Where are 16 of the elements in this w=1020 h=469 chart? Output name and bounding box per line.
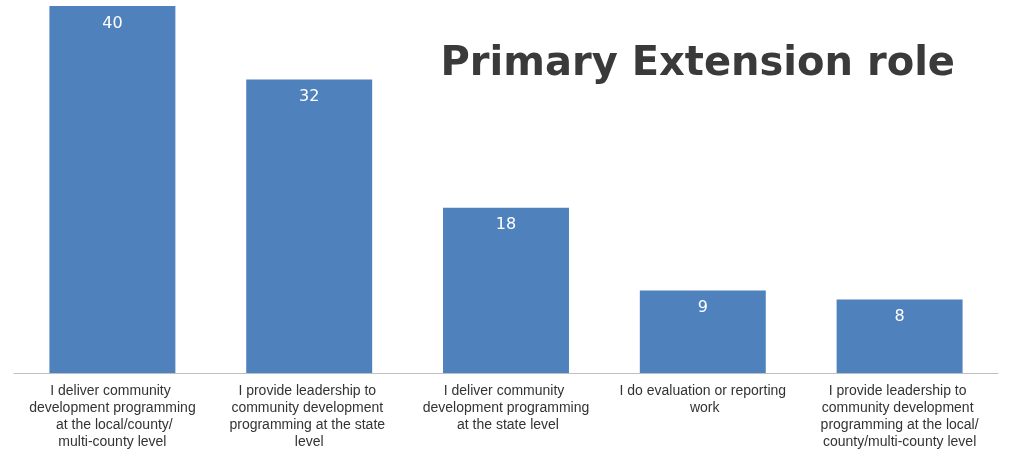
text: Primary Extension role: [440, 38, 955, 84]
data-label: 32: [299, 85, 320, 105]
bar: [49, 6, 176, 373]
bar: [443, 207, 569, 373]
data-label: 8: [894, 306, 905, 326]
bar: [246, 79, 373, 373]
data-label: 9: [697, 296, 708, 316]
x-tick-label: I provide leadership to community development programming at the state level: [229, 381, 389, 449]
x-tick-label: I deliver community development programming at the state level: [422, 381, 590, 432]
data-label: 18: [495, 214, 517, 234]
bar: [836, 299, 963, 373]
x-tick-label: I do evaluation or reporting work: [619, 381, 787, 415]
x-tick-label: I deliver community development programming at the local/county/multi-county level: [29, 381, 196, 449]
data-label: 40: [102, 12, 123, 32]
bar: [639, 290, 766, 373]
x-tick-label: I provide leadership to community development programming at the local/county/multi-county level: [820, 381, 979, 449]
